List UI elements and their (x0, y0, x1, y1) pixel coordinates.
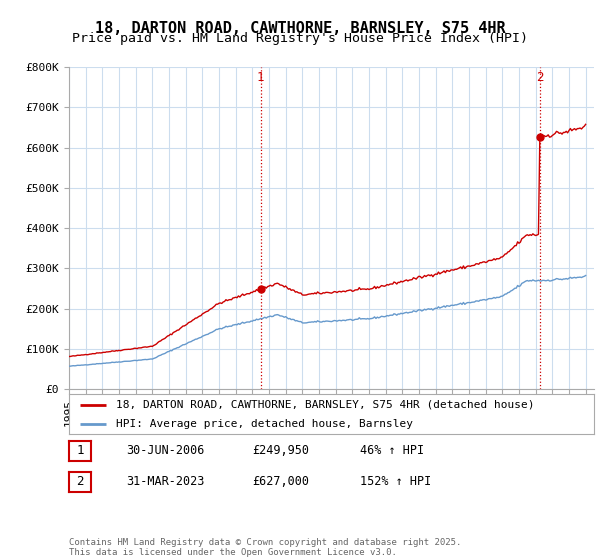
Text: HPI: Average price, detached house, Barnsley: HPI: Average price, detached house, Barn… (116, 418, 413, 428)
Text: 46% ↑ HPI: 46% ↑ HPI (360, 444, 424, 458)
Text: Contains HM Land Registry data © Crown copyright and database right 2025.
This d: Contains HM Land Registry data © Crown c… (69, 538, 461, 557)
Text: £249,950: £249,950 (252, 444, 309, 458)
Text: Price paid vs. HM Land Registry's House Price Index (HPI): Price paid vs. HM Land Registry's House … (72, 32, 528, 45)
Text: 1: 1 (257, 71, 265, 84)
Text: 18, DARTON ROAD, CAWTHORNE, BARNSLEY, S75 4HR: 18, DARTON ROAD, CAWTHORNE, BARNSLEY, S7… (95, 21, 505, 36)
Text: 1: 1 (76, 444, 83, 458)
Text: 18, DARTON ROAD, CAWTHORNE, BARNSLEY, S75 4HR (detached house): 18, DARTON ROAD, CAWTHORNE, BARNSLEY, S7… (116, 400, 535, 410)
Text: £627,000: £627,000 (252, 475, 309, 488)
Text: 31-MAR-2023: 31-MAR-2023 (126, 475, 205, 488)
Text: 2: 2 (76, 475, 83, 488)
Text: 30-JUN-2006: 30-JUN-2006 (126, 444, 205, 458)
Text: 2: 2 (536, 71, 544, 84)
Text: 152% ↑ HPI: 152% ↑ HPI (360, 475, 431, 488)
